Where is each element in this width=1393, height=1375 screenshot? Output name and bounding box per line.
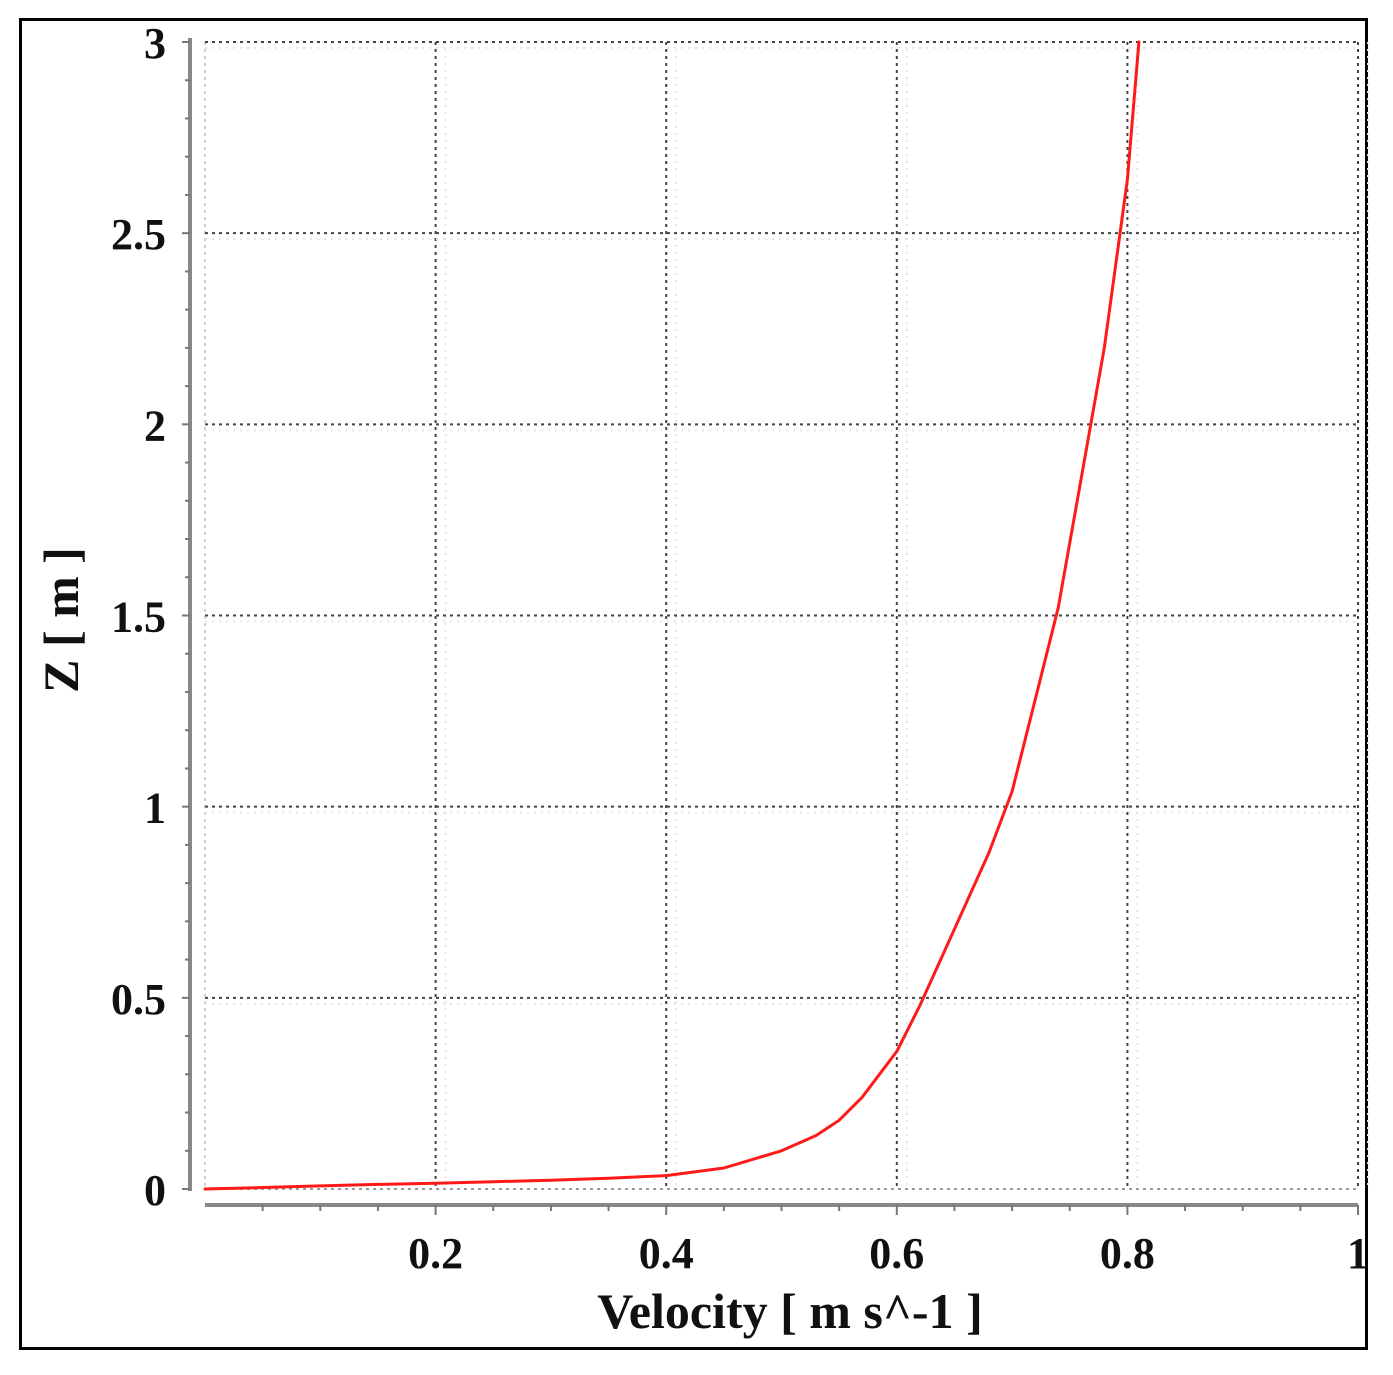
series-line: [203, 40, 1141, 1191]
x-tick-label: 1: [1347, 1229, 1369, 1278]
y-tick-label: 3: [144, 19, 166, 68]
y-tick-label: 0.5: [111, 975, 166, 1024]
grid: [204, 41, 1369, 1190]
x-tick-label: 0.8: [1100, 1229, 1155, 1278]
series-layer: [203, 40, 1141, 1191]
y-tick-label: 0: [144, 1166, 166, 1215]
ticks: 0.2 0.4 0.6 0.8 1 0 0.5 1 1.5 2 2.5 3: [111, 19, 1369, 1278]
x-tick-label: 0.6: [869, 1229, 924, 1278]
y-tick-label: 2.5: [111, 210, 166, 259]
y-axis-label: Z [ m ]: [33, 547, 89, 693]
x-tick-label: 0.4: [639, 1229, 694, 1278]
y-tick-label: 2: [144, 401, 166, 450]
x-tick-label: 0.2: [408, 1229, 463, 1278]
y-tick-label: 1.5: [111, 593, 166, 642]
x-axis-label: Velocity [ m s^-1 ]: [597, 1283, 982, 1339]
y-tick-label: 1: [144, 784, 166, 833]
